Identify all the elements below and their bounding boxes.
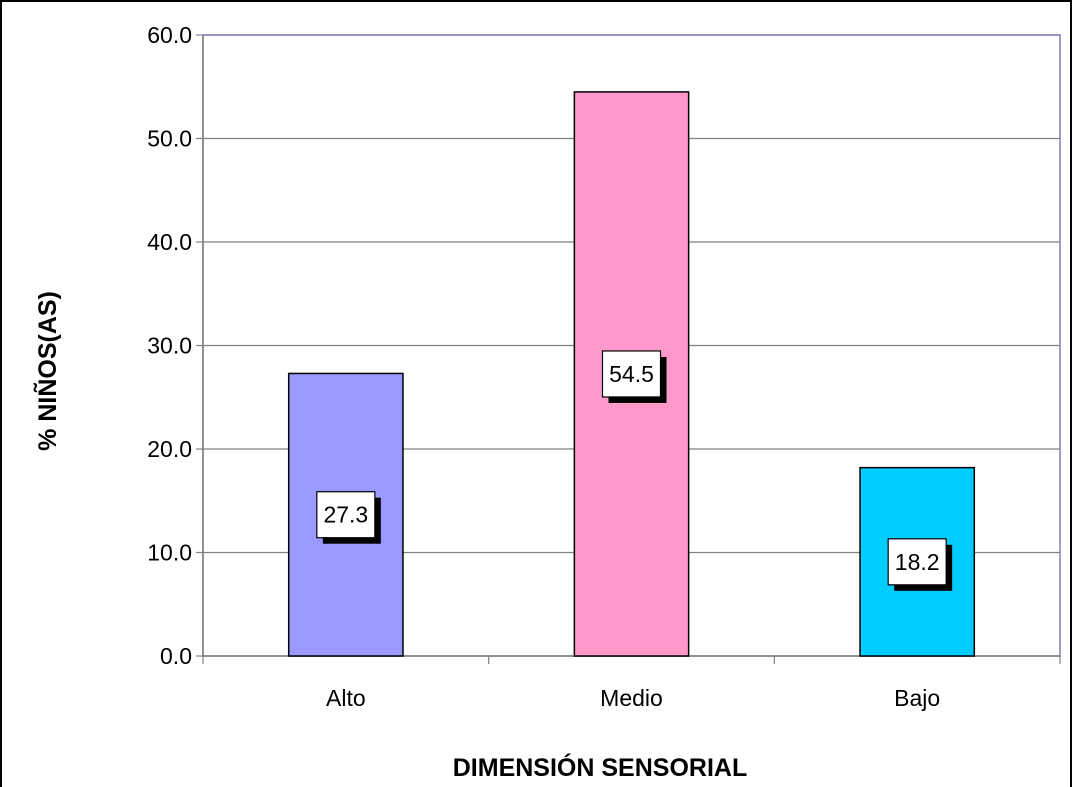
y-axis-title: % NIÑOS(AS) xyxy=(32,291,62,451)
x-tick-labels: Alto Medio Bajo xyxy=(326,685,940,711)
y-tick-label: 20.0 xyxy=(147,436,192,462)
data-label-box xyxy=(887,538,947,586)
y-tick-label: 60.0 xyxy=(147,22,192,48)
y-tick-label: 40.0 xyxy=(147,229,192,255)
data-label-box xyxy=(316,491,376,539)
y-tick-labels: 0.0 10.0 20.0 30.0 40.0 50.0 60.0 xyxy=(147,22,192,669)
x-tick-label: Bajo xyxy=(894,685,940,711)
data-label: 54.5 xyxy=(609,361,654,387)
y-tick-label: 0.0 xyxy=(160,643,192,669)
data-labels: 27.3 54.5 18.2 xyxy=(316,350,953,591)
x-tick-label: Medio xyxy=(600,685,663,711)
data-label: 27.3 xyxy=(323,502,368,528)
y-tick-label: 50.0 xyxy=(147,126,192,152)
x-axis-title: DIMENSIÓN SENSORIAL xyxy=(453,752,747,782)
data-label: 18.2 xyxy=(895,549,940,575)
x-tick-label: Alto xyxy=(326,685,366,711)
y-tick-label: 10.0 xyxy=(147,540,192,566)
y-tick-label: 30.0 xyxy=(147,333,192,359)
data-label-box xyxy=(601,350,662,398)
